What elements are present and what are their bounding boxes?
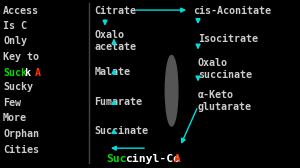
Text: Orphan: Orphan (3, 129, 39, 139)
Text: Is C: Is C (3, 21, 27, 31)
Text: Suc: Suc (106, 154, 127, 164)
Text: Oxalo
succinate: Oxalo succinate (198, 58, 252, 80)
Text: Malate: Malate (94, 67, 130, 77)
Text: cis-Aconitate: cis-Aconitate (194, 6, 272, 16)
Text: Sucky: Sucky (3, 82, 33, 92)
Text: A: A (174, 154, 181, 164)
Text: Key to: Key to (3, 52, 39, 62)
Text: α-Keto
glutarate: α-Keto glutarate (198, 90, 252, 112)
Text: Cities: Cities (3, 145, 39, 155)
Text: Oxalo
acetate: Oxalo acetate (94, 30, 136, 52)
Ellipse shape (165, 55, 178, 126)
Text: A: A (29, 68, 41, 78)
Text: cinyl-Co: cinyl-Co (125, 154, 180, 164)
Text: More: More (3, 113, 27, 123)
Text: Succinate: Succinate (94, 126, 148, 136)
Text: Citrate: Citrate (94, 6, 136, 16)
Text: Access: Access (3, 6, 39, 16)
Text: Isocitrate: Isocitrate (198, 34, 258, 44)
Text: k: k (24, 68, 30, 78)
Text: Suck: Suck (3, 68, 27, 78)
Text: Few: Few (3, 98, 21, 108)
Text: Fumarate: Fumarate (94, 97, 142, 108)
Text: Only: Only (3, 36, 27, 46)
